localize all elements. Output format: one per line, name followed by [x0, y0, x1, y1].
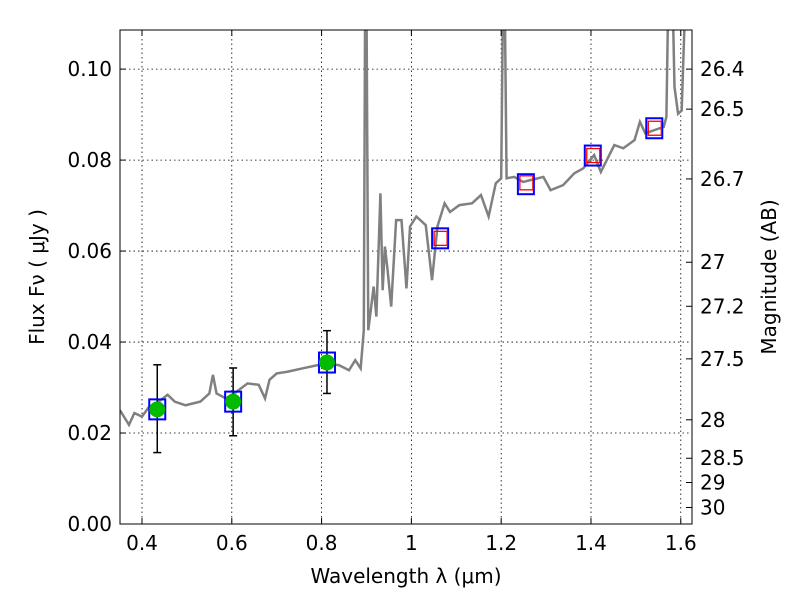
right-tick-label: 30 — [700, 495, 725, 519]
plot-area — [120, 30, 686, 454]
observed-point — [318, 354, 335, 371]
y-tick-label: 0.04 — [67, 330, 112, 354]
x-tick-label: 1.4 — [575, 531, 607, 555]
y-tick-label: 0.10 — [67, 57, 112, 81]
y-tick-label: 0.00 — [67, 512, 112, 536]
y-tick-label: 0.02 — [67, 421, 112, 445]
model-photometry-square — [583, 144, 602, 167]
predicted-square — [519, 175, 534, 191]
x-axis-label: Wavelength λ (μm) — [310, 564, 501, 588]
model-photometry-square — [431, 227, 450, 250]
predicted-square — [647, 120, 662, 136]
model-photometry-square — [516, 173, 535, 196]
model-photometry-square — [645, 117, 664, 140]
x-tick-label: 1 — [405, 531, 418, 555]
x-tick-label: 0.6 — [216, 531, 248, 555]
model-spectrum-line — [120, 30, 686, 428]
y-tick-label: 0.08 — [67, 148, 112, 172]
right-tick-label: 27.2 — [700, 294, 745, 318]
x-tick-label: 0.4 — [126, 531, 158, 555]
x-tick-label: 1.6 — [665, 531, 697, 555]
axes-frame — [119, 29, 693, 525]
right-tick-label: 26.7 — [700, 167, 745, 191]
observed-point — [225, 393, 242, 410]
right-tick-label: 27 — [700, 250, 725, 274]
right-tick-label: 26.5 — [700, 97, 745, 121]
right-tick-label: 28.5 — [700, 446, 745, 470]
right-tick-label: 29 — [700, 471, 725, 495]
right-tick-label: 26.4 — [700, 57, 745, 81]
right-tick-label: 27.5 — [700, 347, 745, 371]
predicted-square — [586, 147, 601, 164]
x-tick-label: 0.8 — [306, 531, 338, 555]
y-tick-label: 0.06 — [67, 239, 112, 263]
x-tick-label: 1.2 — [485, 531, 517, 555]
right-tick-label: 28 — [700, 408, 725, 432]
observed-point — [149, 401, 166, 418]
predicted-square — [433, 230, 448, 246]
y-axis-label: Flux Fν ( μJy ) — [25, 209, 49, 345]
ticks: 0.4 0.6 0.8 1 1.2 1.4 1.6 0.00 0.02 0.04 0.06 0.08 0… — [67, 30, 745, 555]
right-axis-label: Magnitude (AB) — [757, 199, 781, 354]
